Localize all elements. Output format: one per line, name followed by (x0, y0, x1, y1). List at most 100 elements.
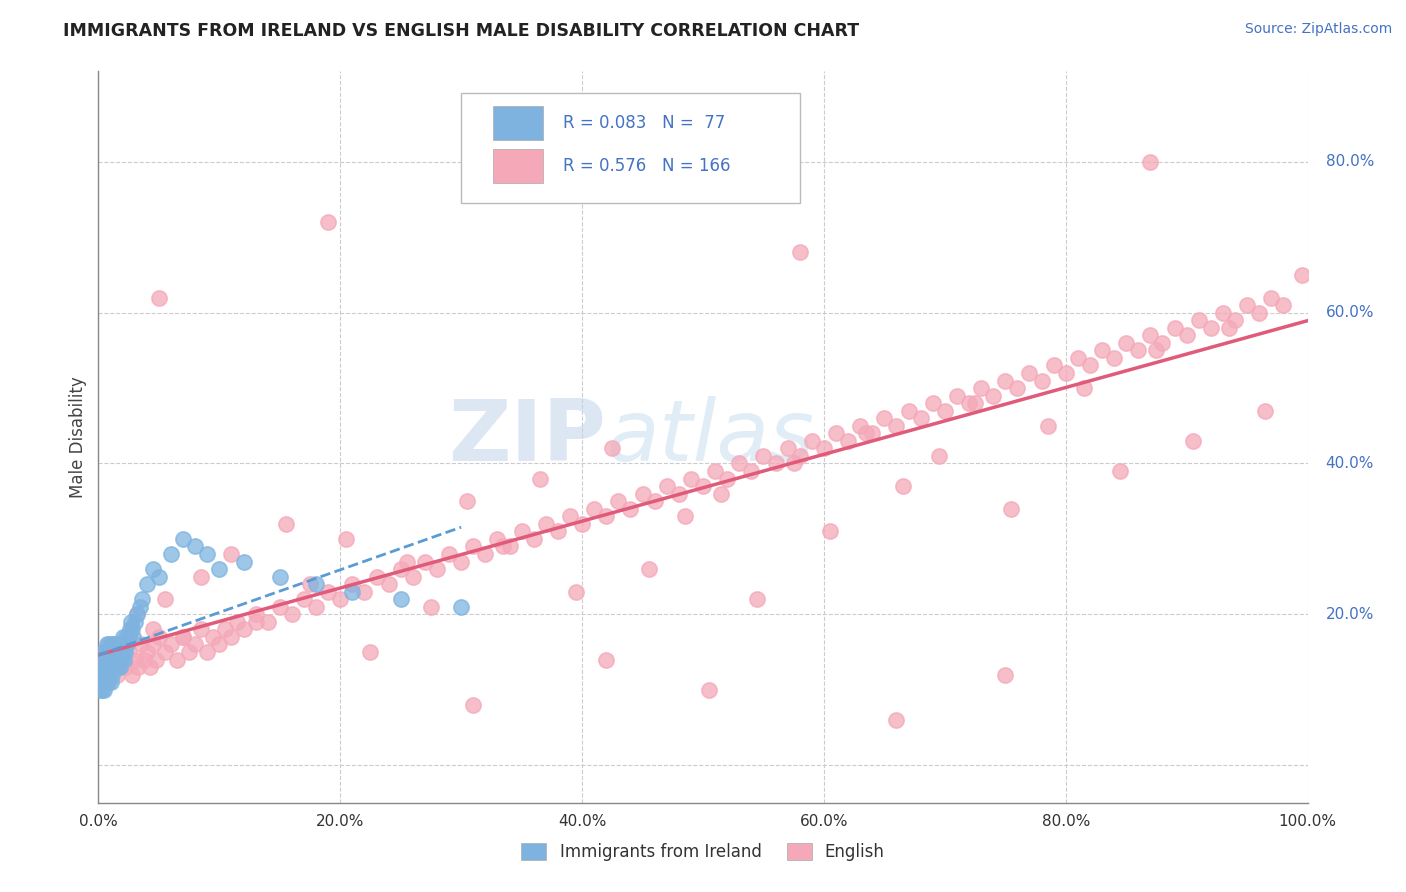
Point (849, 418, 872, 433)
Point (498, 540, 520, 554)
Point (837, 434, 859, 448)
Point (89, 667, 111, 681)
Point (292, 592, 315, 607)
Point (118, 645, 141, 659)
Point (825, 426, 848, 441)
Point (776, 442, 799, 456)
Point (208, 562, 231, 576)
Point (172, 630, 194, 644)
Point (305, 577, 328, 591)
Point (269, 569, 291, 583)
Point (98, 637, 121, 651)
Point (342, 584, 364, 599)
Point (728, 457, 751, 471)
Point (232, 623, 254, 637)
Point (360, 645, 382, 659)
Point (134, 652, 156, 666)
Text: Source: ZipAtlas.com: Source: ZipAtlas.com (1244, 22, 1392, 37)
Point (118, 623, 141, 637)
Text: ZIP: ZIP (449, 395, 606, 479)
Point (534, 516, 557, 531)
Point (679, 471, 702, 485)
Point (172, 532, 194, 546)
Point (221, 630, 243, 644)
Point (389, 592, 412, 607)
Point (93, 667, 115, 681)
Point (486, 532, 509, 546)
Point (752, 449, 775, 463)
Point (111, 645, 134, 659)
Point (800, 434, 823, 448)
Text: 80.0%: 80.0% (1326, 154, 1374, 169)
Point (108, 652, 131, 666)
Point (934, 403, 956, 417)
Point (873, 411, 896, 425)
Point (101, 660, 124, 674)
Point (463, 698, 485, 712)
Point (122, 630, 145, 644)
Point (221, 547, 243, 561)
Point (619, 501, 641, 516)
Point (565, 584, 588, 599)
Point (93, 652, 115, 666)
Point (299, 577, 322, 591)
Point (1000, 501, 1022, 516)
Point (94, 675, 117, 690)
Point (214, 623, 236, 637)
Point (970, 381, 993, 395)
Text: 20.0%: 20.0% (1326, 607, 1374, 622)
Point (145, 652, 167, 666)
Point (595, 509, 617, 524)
Point (100, 660, 122, 674)
Point (91, 652, 114, 666)
Point (108, 645, 131, 659)
Point (135, 577, 157, 591)
Point (1128, 343, 1150, 358)
Point (160, 637, 183, 651)
Point (316, 584, 339, 599)
Point (1254, 403, 1277, 417)
Point (673, 509, 696, 524)
Point (195, 645, 218, 659)
Point (97, 645, 120, 659)
Point (153, 645, 176, 659)
Text: 60.0%: 60.0% (1326, 305, 1374, 320)
Point (529, 471, 551, 485)
Point (96, 667, 118, 681)
Point (1146, 343, 1168, 358)
Point (166, 652, 188, 666)
Point (139, 660, 162, 674)
Point (117, 637, 139, 651)
Point (114, 645, 136, 659)
Point (195, 547, 218, 561)
Point (111, 637, 134, 651)
Point (860, 426, 883, 441)
Point (118, 630, 141, 644)
Point (402, 569, 425, 583)
Point (1042, 359, 1064, 373)
Point (104, 660, 127, 674)
Point (131, 592, 153, 607)
Point (110, 652, 132, 666)
Point (96, 652, 118, 666)
Point (1249, 306, 1271, 320)
Point (127, 660, 149, 674)
Point (184, 540, 207, 554)
Point (91, 645, 114, 659)
Point (91, 660, 114, 674)
Point (1018, 366, 1040, 380)
Point (1115, 335, 1137, 350)
Point (245, 615, 267, 629)
Point (1139, 154, 1161, 169)
Point (90, 660, 112, 674)
Point (111, 630, 134, 644)
Point (571, 516, 593, 531)
Text: atlas: atlas (606, 395, 814, 479)
Point (105, 637, 128, 651)
Point (108, 660, 131, 674)
Point (886, 713, 908, 727)
Point (510, 524, 533, 539)
Point (1078, 359, 1101, 373)
Point (127, 607, 149, 622)
Point (1199, 320, 1222, 334)
